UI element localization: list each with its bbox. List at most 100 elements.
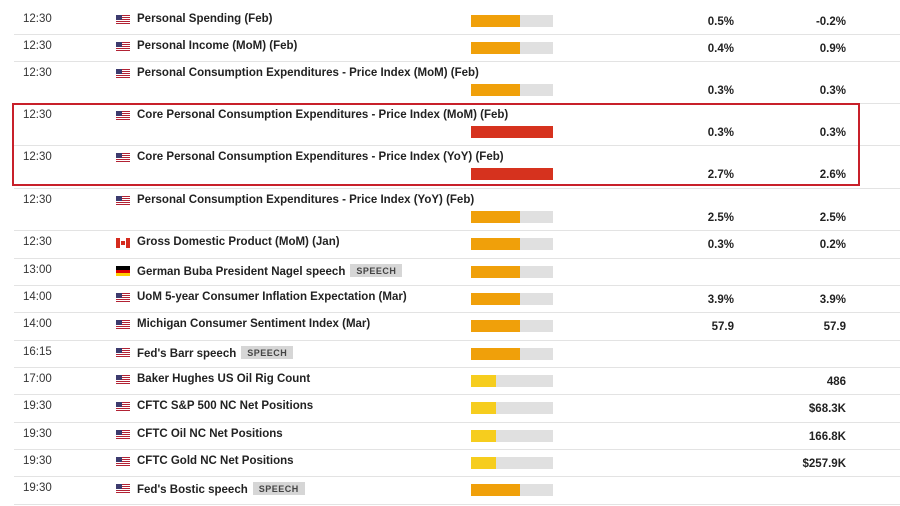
event-row[interactable]: 14:00 Michigan Consumer Sentiment Index (… [14,312,900,341]
previous-value: 0.2% [819,239,846,251]
event-name[interactable]: Baker Hughes US Oil Rig Count [137,373,311,385]
actual-value: 0.4% [707,43,734,55]
impact-bar-fill [471,266,521,278]
event-row[interactable]: 12:30 Personal Consumption Expenditures -… [14,61,900,104]
actual-value: 0.3% [707,85,734,97]
event-time: 12:30 [23,67,52,79]
us-flag-icon [116,196,130,206]
actual-value: 2.5% [707,212,734,224]
event-name[interactable]: Personal Income (MoM) (Feb) [137,40,298,52]
impact-bar [471,484,553,496]
previous-value: 3.9% [819,294,846,306]
event-time: 19:30 [23,455,52,467]
impact-bar-fill [471,375,496,387]
event-time: 12:30 [23,109,52,121]
actual-value: 0.3% [707,239,734,251]
event-name-cell: Baker Hughes US Oil Rig Count [137,373,310,385]
event-name-cell: Personal Consumption Expenditures - Pric… [137,194,474,206]
event-row[interactable]: 12:30 Core Personal Consumption Expenditu… [14,145,900,189]
impact-bar-fill [471,402,496,414]
impact-bar [471,168,553,180]
event-name[interactable]: Fed's Bostic speech [137,484,248,496]
event-row[interactable]: 12:30 Personal Income (MoM) (Feb) 0.4% 0.9% [14,34,900,62]
previous-value: 57.9 [823,321,846,333]
impact-bar [471,266,553,278]
event-name[interactable]: CFTC S&P 500 NC Net Positions [137,400,314,412]
impact-bar-fill [471,84,521,96]
event-name[interactable]: UoM 5-year Consumer Inflation Expectatio… [137,291,407,303]
impact-bar [471,15,553,27]
impact-bar-fill [471,430,496,442]
event-time: 19:30 [23,400,52,412]
event-row[interactable]: 12:30 Personal Consumption Expenditures -… [14,188,900,231]
previous-value: $257.9K [802,458,846,470]
event-row[interactable]: 19:30 CFTC Oil NC Net Positions 166.8K [14,422,900,450]
event-row[interactable]: 14:00 UoM 5-year Consumer Inflation Expec… [14,285,900,313]
event-name-cell: CFTC Oil NC Net Positions [137,428,283,440]
actual-value: 0.3% [707,127,734,139]
previous-value: 486 [826,376,846,388]
us-flag-icon [116,402,130,412]
event-name[interactable]: Michigan Consumer Sentiment Index (Mar) [137,318,371,330]
impact-bar-fill [471,126,553,138]
impact-bar-fill [471,293,521,305]
previous-value: -0.2% [815,16,846,28]
impact-bar [471,211,553,223]
actual-value: 3.9% [707,294,734,306]
impact-bar [471,238,553,250]
event-row[interactable]: 12:30 Personal Spending (Feb) 0.5% -0.2% [14,7,900,35]
germany-flag-icon [116,266,130,276]
impact-bar-fill [471,457,496,469]
event-name[interactable]: German Buba President Nagel speech [137,266,346,278]
us-flag-icon [116,111,130,121]
event-row[interactable]: 19:30 Fed's Bostic speech SPEECH [14,476,900,505]
event-time: 13:00 [23,264,52,276]
event-name[interactable]: CFTC Oil NC Net Positions [137,428,283,440]
event-time: 19:30 [23,482,52,494]
event-name[interactable]: Gross Domestic Product (MoM) (Jan) [137,236,340,248]
previous-value: 0.9% [819,43,846,55]
actual-value: 0.5% [707,16,734,28]
us-flag-icon [116,430,130,440]
us-flag-icon [116,153,130,163]
us-flag-icon [116,15,130,25]
impact-bar [471,457,553,469]
event-name[interactable]: Core Personal Consumption Expenditures -… [137,151,504,163]
event-time: 19:30 [23,428,52,440]
event-row[interactable]: 16:15 Fed's Barr speech SPEECH [14,340,900,368]
event-name[interactable]: Personal Spending (Feb) [137,13,273,25]
event-name-cell: CFTC Gold NC Net Positions [137,455,294,467]
us-flag-icon [116,293,130,303]
event-name-cell: Core Personal Consumption Expenditures -… [137,109,508,121]
event-name[interactable]: Core Personal Consumption Expenditures -… [137,109,509,121]
event-row[interactable]: 12:30 Gross Domestic Product (MoM) (Jan) 0… [14,230,900,259]
impact-bar-fill [471,320,521,332]
event-row[interactable]: 13:00 German Buba President Nagel speech S… [14,258,900,286]
event-name[interactable]: CFTC Gold NC Net Positions [137,455,294,467]
impact-bar [471,42,553,54]
impact-bar [471,320,553,332]
event-row[interactable]: 17:00 Baker Hughes US Oil Rig Count 486 [14,367,900,395]
event-time: 12:30 [23,40,52,52]
event-name-cell: Gross Domestic Product (MoM) (Jan) [137,236,340,248]
event-name-cell: Personal Spending (Feb) [137,13,272,25]
event-row[interactable]: 12:30 Core Personal Consumption Expenditu… [14,103,900,146]
impact-bar-fill [471,211,521,223]
event-time: 16:15 [23,346,52,358]
event-name[interactable]: Fed's Barr speech [137,348,237,360]
speech-badge: SPEECH [252,482,305,495]
event-name-cell: Fed's Bostic speech SPEECH [137,482,305,496]
impact-bar-fill [471,42,521,54]
event-time: 14:00 [23,318,52,330]
speech-badge: SPEECH [350,264,403,277]
speech-badge: SPEECH [241,346,294,359]
event-row[interactable]: 19:30 CFTC S&P 500 NC Net Positions $68.3K [14,394,900,423]
impact-bar [471,348,553,360]
us-flag-icon [116,484,130,494]
event-name-cell: Core Personal Consumption Expenditures -… [137,151,504,163]
event-name[interactable]: Personal Consumption Expenditures - Pric… [137,194,475,206]
impact-bar-fill [471,15,521,27]
event-row[interactable]: 19:30 CFTC Gold NC Net Positions $257.9K [14,449,900,477]
previous-value: $68.3K [808,403,846,415]
event-name[interactable]: Personal Consumption Expenditures - Pric… [137,67,479,79]
